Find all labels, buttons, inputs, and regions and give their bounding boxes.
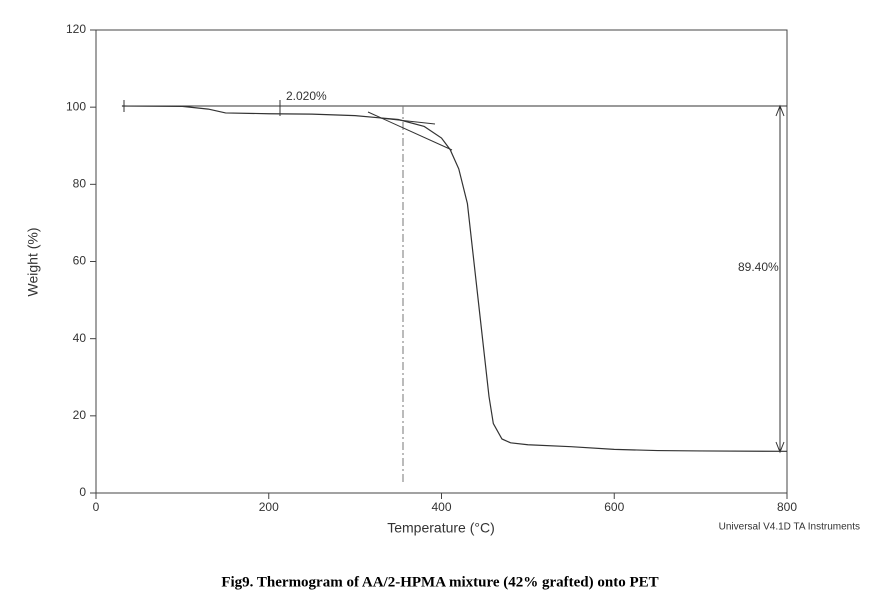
arrow-heads bbox=[775, 104, 785, 454]
plot-frame bbox=[95, 29, 788, 494]
y-tick-label: 20 bbox=[73, 408, 87, 422]
annotation: 2.020% bbox=[286, 89, 327, 103]
instrument-note: Universal V4.1D TA Instruments bbox=[719, 522, 860, 533]
y-tick-label: 80 bbox=[73, 177, 87, 191]
y-tick-label: 60 bbox=[73, 254, 87, 268]
y-tick-label: 40 bbox=[73, 331, 87, 345]
x-tick-label: 600 bbox=[604, 500, 624, 514]
data-line bbox=[121, 105, 788, 452]
x-tick-label: 400 bbox=[431, 500, 451, 514]
caption: Fig9. Thermogram of AA/2-HPMA mixture (4… bbox=[221, 574, 658, 590]
x-tick-label: 200 bbox=[259, 500, 279, 514]
x-tick-label: 0 bbox=[93, 500, 100, 514]
y-tick-label: 0 bbox=[79, 485, 86, 499]
x-axis-label: Temperature (°C) bbox=[387, 520, 495, 536]
y-tick-label: 120 bbox=[66, 22, 86, 36]
x-tick-label: 800 bbox=[777, 500, 797, 514]
annotation: 89.40% bbox=[738, 260, 779, 274]
y-tick-label: 100 bbox=[66, 99, 86, 113]
y-axis-label: Weight (%) bbox=[25, 228, 41, 297]
